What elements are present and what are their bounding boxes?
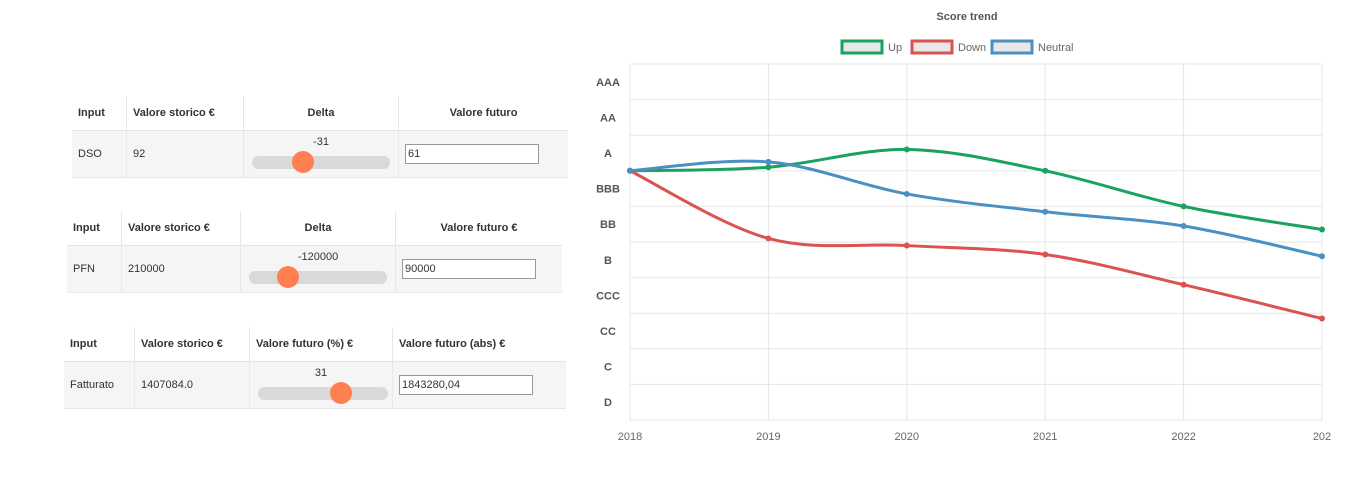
legend-label[interactable]: Neutral (1038, 42, 1073, 54)
y-tick-label: C (604, 362, 612, 374)
dso-table: Input Valore storico € Delta Valore futu… (72, 96, 568, 178)
table-row: Fatturato 1407084.0 31 (64, 361, 566, 409)
header-delta: Delta (243, 96, 399, 131)
data-point[interactable] (1319, 315, 1325, 322)
x-axis-labels: 2018 2019 2020 2021 2022 202 (618, 431, 1331, 443)
data-point[interactable] (1042, 251, 1049, 258)
chart-series (627, 146, 1325, 322)
legend-swatch[interactable] (990, 39, 1034, 55)
input-name: DSO (72, 130, 127, 178)
delta-slider-cell: -120000 (240, 245, 396, 293)
data-point[interactable] (903, 146, 910, 153)
pfn-table: Input Valore storico € Delta Valore futu… (67, 211, 562, 293)
y-tick-label: A (604, 148, 612, 160)
pct-value: 31 (314, 367, 328, 379)
futuro-cell (395, 245, 562, 293)
y-tick-label: AA (600, 112, 616, 124)
header-storico: Valore storico € (134, 327, 250, 362)
futuro-cell (392, 361, 566, 409)
header-storico: Valore storico € (121, 211, 241, 246)
data-point[interactable] (765, 164, 772, 171)
storico-value: 210000 (121, 245, 241, 293)
delta-value: -120000 (297, 251, 339, 263)
futuro-cell (398, 130, 568, 178)
futuro-input[interactable] (399, 375, 533, 395)
y-tick-label: B (604, 255, 612, 267)
header-input: Input (67, 211, 122, 246)
storico-value: 1407084.0 (134, 361, 250, 409)
header-input: Input (64, 327, 135, 362)
storico-value: 92 (126, 130, 244, 178)
data-point[interactable] (903, 242, 910, 249)
series-line-down (629, 169, 1323, 320)
legend-swatch[interactable] (910, 39, 954, 55)
data-point[interactable] (903, 190, 910, 197)
data-point[interactable] (1042, 167, 1049, 174)
table-row: DSO 92 -31 (72, 130, 568, 178)
fatturato-table: Input Valore storico € Valore futuro (%)… (64, 327, 566, 409)
data-point[interactable] (1319, 253, 1325, 260)
futuro-input[interactable] (405, 144, 539, 164)
delta-slider-knob[interactable] (292, 151, 315, 173)
x-tick-label: 2018 (618, 431, 642, 443)
x-tick-label: 2020 (895, 431, 919, 443)
chart-legend: Up Down Neutral (840, 39, 1073, 55)
data-point[interactable] (1319, 226, 1325, 233)
pct-slider-cell: 31 (249, 361, 393, 409)
x-tick-label: 202 (1313, 431, 1331, 443)
delta-slider-knob[interactable] (276, 266, 299, 288)
data-point[interactable] (1180, 203, 1187, 210)
header-futuro-pct: Valore futuro (%) € (249, 327, 393, 362)
data-point[interactable] (765, 158, 772, 165)
data-point[interactable] (765, 235, 772, 242)
chart-title: Score trend (936, 11, 997, 23)
delta-value: -31 (313, 136, 329, 148)
score-trend-chart: Score trend Up Down Neutral AAAAAABBBBBBCC… (596, 11, 1331, 443)
chart-grid (629, 63, 1323, 421)
input-name: Fatturato (64, 361, 135, 409)
legend-swatch[interactable] (840, 39, 884, 55)
y-tick-label: CC (600, 326, 616, 338)
y-tick-label: BB (600, 219, 616, 231)
delta-slider-track[interactable] (249, 266, 387, 288)
header-storico: Valore storico € (126, 96, 244, 131)
header-delta: Delta (240, 211, 396, 246)
x-tick-label: 2022 (1171, 431, 1195, 443)
x-tick-label: 2021 (1033, 431, 1057, 443)
legend-label[interactable]: Down (958, 42, 986, 54)
y-tick-label: CCC (596, 290, 620, 302)
header-futuro-abs: Valore futuro (abs) € (392, 327, 566, 362)
x-tick-label: 2019 (756, 431, 780, 443)
header-input: Input (72, 96, 127, 131)
data-point[interactable] (627, 167, 633, 174)
data-point[interactable] (1180, 222, 1187, 229)
delta-slider-track[interactable] (252, 151, 390, 173)
futuro-input[interactable] (402, 259, 536, 279)
input-name: PFN (67, 245, 122, 293)
table-row: PFN 210000 -120000 (67, 245, 562, 293)
delta-slider-cell: -31 (243, 130, 399, 178)
legend-label[interactable]: Up (888, 42, 902, 54)
header-futuro: Valore futuro (398, 96, 568, 131)
pct-slider-track[interactable] (258, 382, 388, 404)
data-point[interactable] (1180, 281, 1187, 288)
pct-slider-knob[interactable] (330, 382, 353, 404)
y-tick-label: BBB (596, 184, 620, 196)
data-point[interactable] (1042, 208, 1049, 215)
y-tick-label: AAA (596, 77, 620, 89)
y-tick-label: D (604, 397, 612, 409)
series-line-up (629, 147, 1323, 232)
series-line-neutral (629, 159, 1323, 258)
header-futuro: Valore futuro € (395, 211, 562, 246)
